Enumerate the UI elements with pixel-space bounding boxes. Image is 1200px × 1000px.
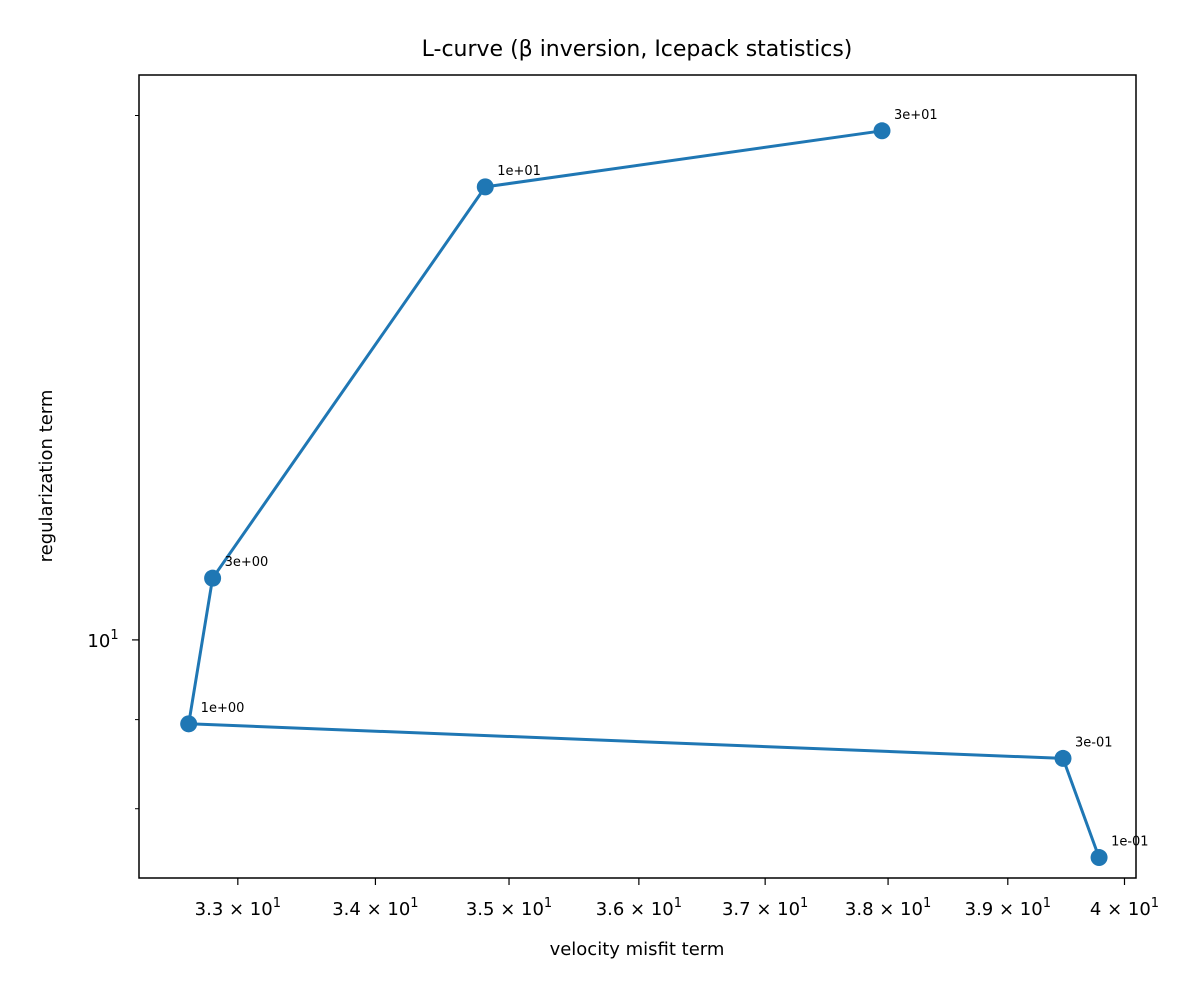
x-tick-label: 3.9 × 101 — [965, 896, 1051, 920]
plot-area: 1e-01 3e-01 1e+00 3e+00 1e+01 3e+01 — [180, 108, 1149, 867]
x-tick-label: 3.7 × 101 — [722, 896, 808, 920]
data-point-label: 1e+00 — [201, 701, 245, 716]
data-point — [873, 122, 891, 140]
data-point-label: 1e-01 — [1111, 835, 1149, 850]
chart-title: L-curve (β inversion, Icepack statistics… — [422, 37, 853, 62]
x-axis-label: velocity misfit term — [550, 939, 725, 960]
x-tick-label: 3.4 × 101 — [332, 896, 418, 920]
data-point — [1054, 749, 1072, 767]
data-point — [204, 569, 222, 587]
series-line — [187, 129, 1101, 859]
data-point-label: 3e+00 — [225, 555, 269, 570]
x-tick-label: 3.8 × 101 — [845, 896, 931, 920]
y-axis-ticks: 101 — [87, 115, 139, 810]
x-tick-label: 4 × 101 — [1090, 896, 1159, 920]
y-tick-label: 101 — [87, 628, 118, 652]
data-point-label: 3e-01 — [1075, 735, 1113, 750]
data-point — [1090, 849, 1108, 867]
y-axis-label: regularization term — [36, 390, 57, 563]
data-point — [476, 178, 494, 196]
data-point-label: 3e+01 — [894, 108, 938, 123]
x-axis-ticks: 3.3 × 101 3.4 × 101 3.5 × 101 3.6 × 101 3.7 … — [195, 878, 1159, 920]
data-point — [180, 715, 198, 733]
x-tick-label: 3.6 × 101 — [596, 896, 682, 920]
x-tick-label: 3.3 × 101 — [195, 896, 281, 920]
x-tick-label: 3.5 × 101 — [466, 896, 552, 920]
plot-frame — [138, 74, 1137, 879]
data-point-label: 1e+01 — [497, 164, 541, 179]
